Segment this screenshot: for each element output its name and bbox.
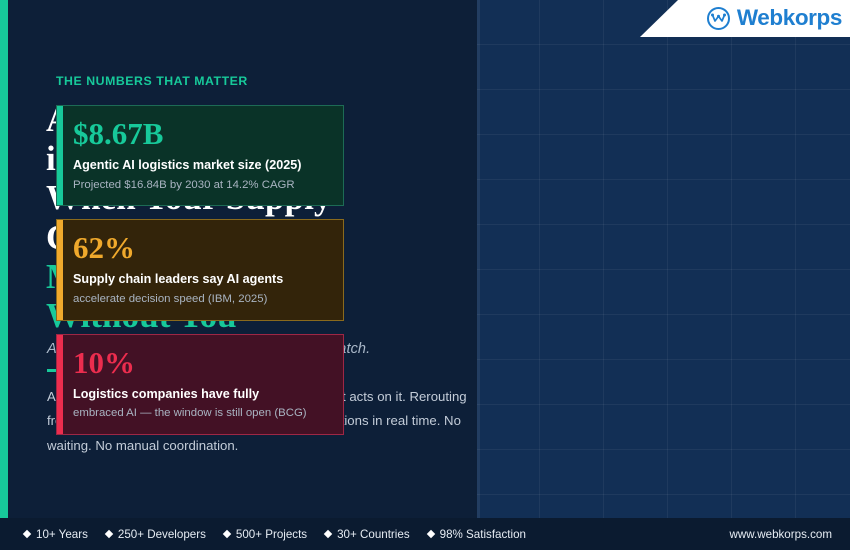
diamond-bullet-icon	[104, 529, 114, 539]
card-accent-bar	[57, 220, 63, 320]
stat-headline: Logistics companies have fully	[73, 386, 260, 401]
brand-logo[interactable]: Webkorps	[640, 0, 850, 37]
footer-stat-label: 30+ Countries	[337, 527, 410, 541]
card-accent-bar	[57, 334, 63, 435]
footer-stat-label: 250+ Developers	[117, 527, 206, 541]
webkorps-circle-w-icon	[706, 7, 730, 30]
stat-subtext: accelerate decision speed (IBM, 2025)	[73, 293, 268, 306]
footer-stat-item: 98% Satisfaction	[426, 527, 526, 541]
stat-subtext: embraced AI — the window is still open (…	[73, 407, 307, 420]
footer-stat-list: 10+ Years 250+ Developers 500+ Projects …	[22, 527, 526, 541]
footer-stat-item: 250+ Developers	[104, 527, 206, 541]
stat-card-list: $8.67B Agentic AI logistics market size …	[56, 105, 344, 448]
stat-card: $8.67B Agentic AI logistics market size …	[56, 105, 344, 207]
stat-headline: Agentic AI logistics market size (2025)	[73, 157, 302, 172]
stat-value: 62%	[73, 230, 135, 266]
footer-stat-item: 500+ Projects	[222, 527, 308, 541]
stat-card: 10% Logistics companies have fully embra…	[56, 333, 344, 436]
stats-panel-label: THE NUMBERS THAT MATTER	[56, 74, 248, 88]
footer-bar: 10+ Years 250+ Developers 500+ Projects …	[0, 518, 850, 550]
diamond-bullet-icon	[426, 529, 435, 539]
stat-value: $8.67B	[73, 116, 164, 151]
diamond-bullet-icon	[222, 529, 232, 539]
diamond-bullet-icon	[323, 529, 333, 539]
stat-value: 10%	[73, 344, 135, 380]
panel-edge-line	[477, 0, 480, 518]
stat-card: 62% Supply chain leaders say AI agents a…	[56, 219, 344, 321]
website-url[interactable]: www.webkorps.com	[729, 527, 832, 541]
grid-pattern	[477, 0, 850, 518]
diamond-bullet-icon	[22, 529, 32, 539]
footer-stat-label: 98% Satisfaction	[439, 527, 526, 541]
brand-name: Webkorps	[736, 5, 843, 31]
footer-stat-item: 10+ Years	[22, 527, 88, 541]
card-accent-bar	[57, 106, 63, 206]
footer-stat-label: 500+ Projects	[235, 527, 308, 541]
footer-stat-item: 30+ Countries	[323, 527, 410, 541]
footer-stat-label: 10+ Years	[36, 527, 88, 541]
stat-subtext: Projected $16.84B by 2030 at 14.2% CAGR	[73, 178, 295, 191]
stat-headline: Supply chain leaders say AI agents	[73, 272, 284, 287]
stats-panel	[477, 0, 850, 518]
left-accent-bar	[0, 0, 8, 518]
